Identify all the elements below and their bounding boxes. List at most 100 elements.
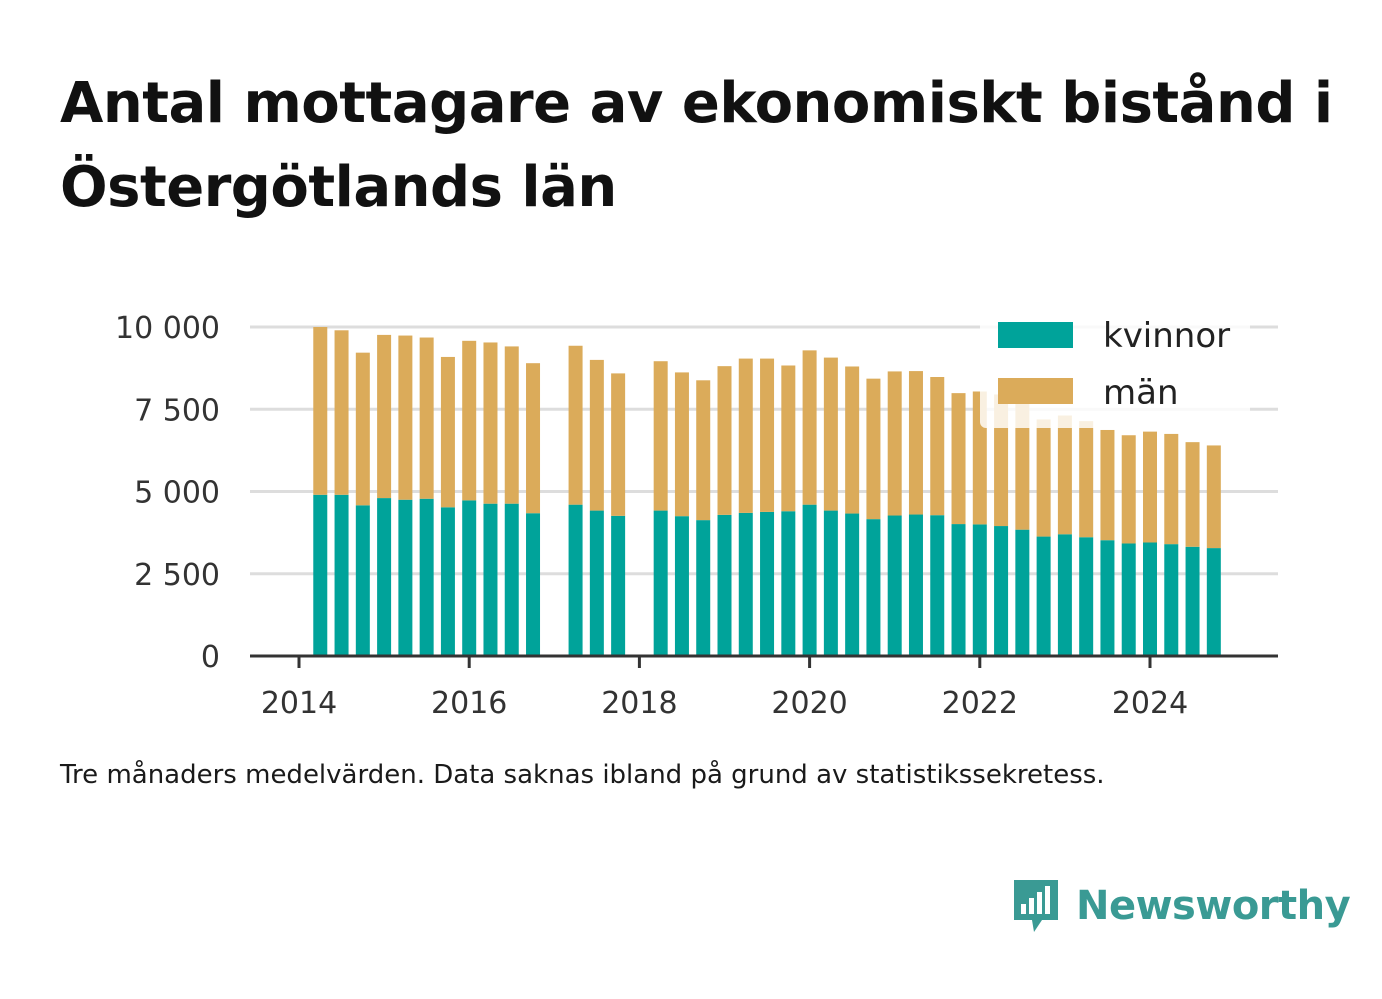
bar-man (611, 373, 626, 516)
bar-man (696, 380, 711, 521)
bar-kvinnor (1057, 534, 1072, 656)
bar-kvinnor (419, 498, 434, 656)
legend-label-kvinnor: kvinnor (1103, 316, 1230, 356)
bar-kvinnor (845, 513, 860, 656)
x-tick-label: 2016 (431, 686, 507, 721)
bar-kvinnor (653, 510, 668, 656)
bar-kvinnor (972, 524, 987, 656)
x-tick-label: 2014 (261, 686, 337, 721)
bar-man (377, 334, 392, 499)
bar-kvinnor (1143, 542, 1157, 656)
bar-kvinnor (589, 510, 604, 656)
y-tick-label: 0 (201, 640, 220, 675)
bar-kvinnor (802, 504, 817, 656)
bar-kvinnor (994, 526, 1009, 656)
legend-swatch-man (998, 378, 1073, 404)
brand-logo: Newsworthy (1010, 876, 1351, 936)
bar-man (717, 366, 732, 515)
bar-man (866, 378, 881, 520)
legend-label-man: män (1103, 373, 1179, 413)
bar-kvinnor (440, 507, 455, 656)
x-tick-label: 2022 (942, 686, 1018, 721)
bar-man (355, 352, 370, 506)
bar-kvinnor (738, 512, 753, 656)
bar-kvinnor (887, 515, 902, 656)
bar-man (1121, 435, 1136, 544)
bar-kvinnor (717, 514, 732, 656)
bar-kvinnor (526, 513, 541, 656)
bar-kvinnor (334, 494, 349, 656)
y-tick-label: 2 500 (134, 558, 220, 593)
x-tick-label: 2020 (771, 686, 847, 721)
bar-man (334, 330, 349, 495)
bar-kvinnor (355, 505, 370, 656)
brand-name: Newsworthy (1076, 883, 1351, 929)
bar-man (845, 366, 860, 514)
bar-man (1143, 431, 1157, 543)
bar-man (738, 358, 753, 513)
bar-man (1185, 442, 1200, 547)
bar-man (823, 357, 838, 511)
bar-man (653, 361, 668, 511)
bar-kvinnor (760, 511, 775, 656)
bar-kvinnor (1121, 543, 1136, 656)
bar-man (1057, 415, 1072, 535)
bar-man (526, 363, 541, 514)
bar-man (462, 340, 477, 501)
bar-man (802, 350, 817, 505)
legend: kvinnor män (980, 310, 1250, 428)
x-tick-label: 2018 (601, 686, 677, 721)
bar-man (1036, 419, 1051, 537)
bar-kvinnor (611, 515, 626, 656)
bar-kvinnor (398, 499, 413, 656)
bar-kvinnor (951, 524, 966, 656)
bar-kvinnor (377, 498, 392, 656)
bar-man (1164, 433, 1179, 545)
legend-swatch-kvinnor (998, 322, 1073, 348)
bar-man (930, 377, 945, 516)
bar-kvinnor (866, 519, 881, 656)
y-axis-ticks: 0 2 500 5 000 7 500 10 000 (115, 311, 220, 675)
chart-caption: Tre månaders medelvärden. Data saknas ib… (60, 760, 1105, 790)
bar-man (504, 346, 519, 504)
bar-kvinnor (696, 520, 711, 656)
newsworthy-chart-bubble-icon (1014, 880, 1058, 932)
bar-kvinnor (483, 503, 498, 656)
bars (313, 327, 1221, 656)
chart-title: Antal mottagare av ekonomiskt bistånd i … (60, 71, 1333, 220)
bar-man (1100, 429, 1115, 541)
bar-man (398, 335, 413, 500)
bar-man (1079, 421, 1094, 538)
x-tick-label: 2024 (1112, 686, 1188, 721)
bar-man (568, 345, 583, 505)
bar-kvinnor (1185, 546, 1200, 656)
bar-kvinnor (313, 494, 328, 656)
x-axis: 2014 2016 2018 2020 2022 2024 (250, 654, 1278, 721)
bar-man (674, 372, 689, 517)
bar-kvinnor (1164, 544, 1179, 656)
bar-man (1206, 445, 1221, 549)
bar-kvinnor (462, 500, 477, 656)
bar-man (419, 337, 434, 499)
bar-man (1015, 401, 1030, 530)
bar-kvinnor (781, 511, 796, 656)
y-tick-label: 7 500 (134, 393, 220, 428)
bar-kvinnor (1036, 536, 1051, 656)
y-tick-label: 10 000 (115, 311, 220, 346)
y-tick-label: 5 000 (134, 476, 220, 511)
bar-kvinnor (674, 516, 689, 656)
bar-man (313, 327, 328, 495)
bar-kvinnor (823, 510, 838, 656)
bar-man (483, 342, 498, 504)
bar-kvinnor (930, 515, 945, 656)
bar-man (760, 358, 775, 512)
bar-man (781, 365, 796, 512)
bar-man (440, 356, 455, 508)
bar-man (951, 393, 966, 525)
bar-kvinnor (504, 503, 519, 656)
bar-man (887, 371, 902, 516)
bar-kvinnor (1079, 537, 1094, 656)
bar-kvinnor (1015, 529, 1030, 656)
bar-kvinnor (568, 504, 583, 656)
